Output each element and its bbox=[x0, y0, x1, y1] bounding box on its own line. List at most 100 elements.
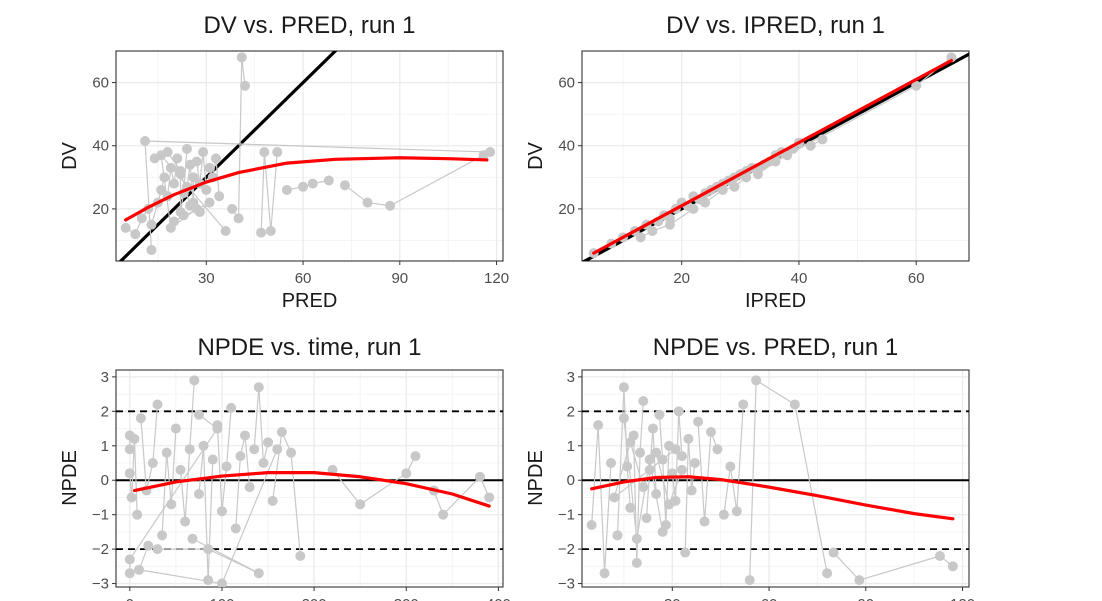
profile-segment bbox=[272, 431, 283, 501]
y-tick-label: 2 bbox=[567, 403, 575, 420]
data-point bbox=[214, 191, 225, 202]
profile-segment bbox=[665, 445, 670, 526]
data-point bbox=[770, 156, 781, 167]
data-point bbox=[700, 197, 711, 208]
x-tick-label: 120 bbox=[484, 270, 509, 287]
data-point bbox=[124, 568, 135, 579]
data-point bbox=[216, 506, 227, 517]
data-point bbox=[606, 458, 617, 468]
profile-segment bbox=[389, 154, 484, 207]
data-point bbox=[385, 200, 396, 211]
profile-segment bbox=[207, 459, 214, 581]
y-tick-label: 20 bbox=[558, 201, 575, 218]
y-tick-label: −1 bbox=[558, 507, 575, 524]
y-axis-label: DV bbox=[525, 141, 547, 169]
data-point bbox=[741, 172, 752, 183]
y-tick-label: 3 bbox=[101, 369, 109, 386]
data-point bbox=[124, 554, 135, 565]
y-tick-label: −3 bbox=[92, 576, 109, 593]
smooth-line bbox=[124, 156, 489, 222]
data-point bbox=[191, 203, 202, 214]
data-point bbox=[641, 513, 652, 524]
data-point bbox=[240, 430, 250, 441]
data-point bbox=[220, 226, 231, 236]
y-tick-label: 1 bbox=[101, 438, 109, 455]
data-point bbox=[618, 413, 629, 424]
data-point bbox=[729, 181, 740, 192]
x-tick-label: 90 bbox=[857, 596, 874, 601]
profile-segment bbox=[794, 404, 828, 574]
data-point bbox=[198, 440, 209, 451]
profile-segment bbox=[603, 462, 612, 574]
data-point bbox=[651, 447, 662, 458]
profile-segment bbox=[225, 407, 232, 467]
data-point bbox=[267, 495, 278, 506]
data-point bbox=[947, 561, 958, 572]
data-point bbox=[166, 499, 177, 510]
data-point bbox=[259, 147, 270, 158]
data-point bbox=[181, 143, 192, 154]
data-point bbox=[216, 578, 227, 587]
profile-segment bbox=[199, 151, 204, 184]
x-tick-label: 60 bbox=[761, 596, 778, 601]
profile-segment bbox=[755, 379, 796, 405]
profile-segment bbox=[170, 428, 177, 505]
data-point bbox=[805, 140, 816, 151]
data-point bbox=[686, 485, 697, 496]
data-point bbox=[664, 219, 675, 230]
x-tick-label: 20 bbox=[673, 270, 690, 287]
data-point bbox=[744, 575, 755, 586]
data-point bbox=[593, 420, 604, 431]
profile-segment bbox=[616, 387, 625, 536]
data-point bbox=[159, 172, 170, 183]
data-point bbox=[782, 150, 793, 161]
data-point bbox=[281, 184, 292, 195]
profile-segment bbox=[687, 438, 693, 491]
data-point bbox=[586, 520, 597, 530]
x-axis-label: IPRED bbox=[745, 290, 806, 312]
profile-segment bbox=[253, 387, 260, 450]
data-point bbox=[401, 468, 412, 479]
profile-segment bbox=[244, 435, 251, 488]
y-tick-label: 40 bbox=[92, 138, 109, 155]
profile-segment bbox=[160, 155, 172, 228]
profile-segment bbox=[144, 140, 153, 250]
data-point bbox=[680, 547, 691, 558]
profile-segment bbox=[729, 466, 738, 512]
profile-segment bbox=[859, 555, 941, 581]
data-point bbox=[295, 551, 306, 561]
profile-segment bbox=[179, 469, 186, 522]
data-point bbox=[210, 153, 221, 164]
data-point bbox=[204, 162, 215, 173]
data-point bbox=[644, 454, 655, 465]
data-point bbox=[143, 540, 154, 551]
data-point bbox=[212, 423, 223, 434]
data-point bbox=[165, 162, 176, 173]
profile-segment bbox=[639, 400, 644, 453]
y-tick-label: 40 bbox=[558, 138, 575, 155]
data-point bbox=[327, 464, 338, 475]
profile-segment bbox=[216, 425, 223, 512]
data-point bbox=[272, 147, 283, 158]
profile-segment bbox=[678, 411, 683, 457]
x-tick-label: 200 bbox=[302, 596, 327, 601]
data-point bbox=[625, 437, 636, 448]
data-point bbox=[651, 489, 662, 499]
data-point bbox=[175, 464, 186, 475]
data-point bbox=[712, 444, 723, 455]
x-axis-label: PRED bbox=[282, 290, 338, 312]
data-point bbox=[817, 134, 828, 145]
x-tick-label: 120 bbox=[950, 596, 975, 601]
data-point bbox=[323, 175, 334, 186]
data-point bbox=[152, 544, 163, 555]
profile-segment bbox=[697, 421, 706, 522]
data-point bbox=[175, 166, 186, 176]
data-point bbox=[201, 184, 212, 195]
data-point bbox=[789, 399, 800, 410]
data-point bbox=[647, 423, 658, 434]
data-point bbox=[676, 451, 687, 462]
profile-segment bbox=[591, 425, 599, 526]
data-point bbox=[221, 461, 232, 472]
data-point bbox=[230, 523, 241, 534]
